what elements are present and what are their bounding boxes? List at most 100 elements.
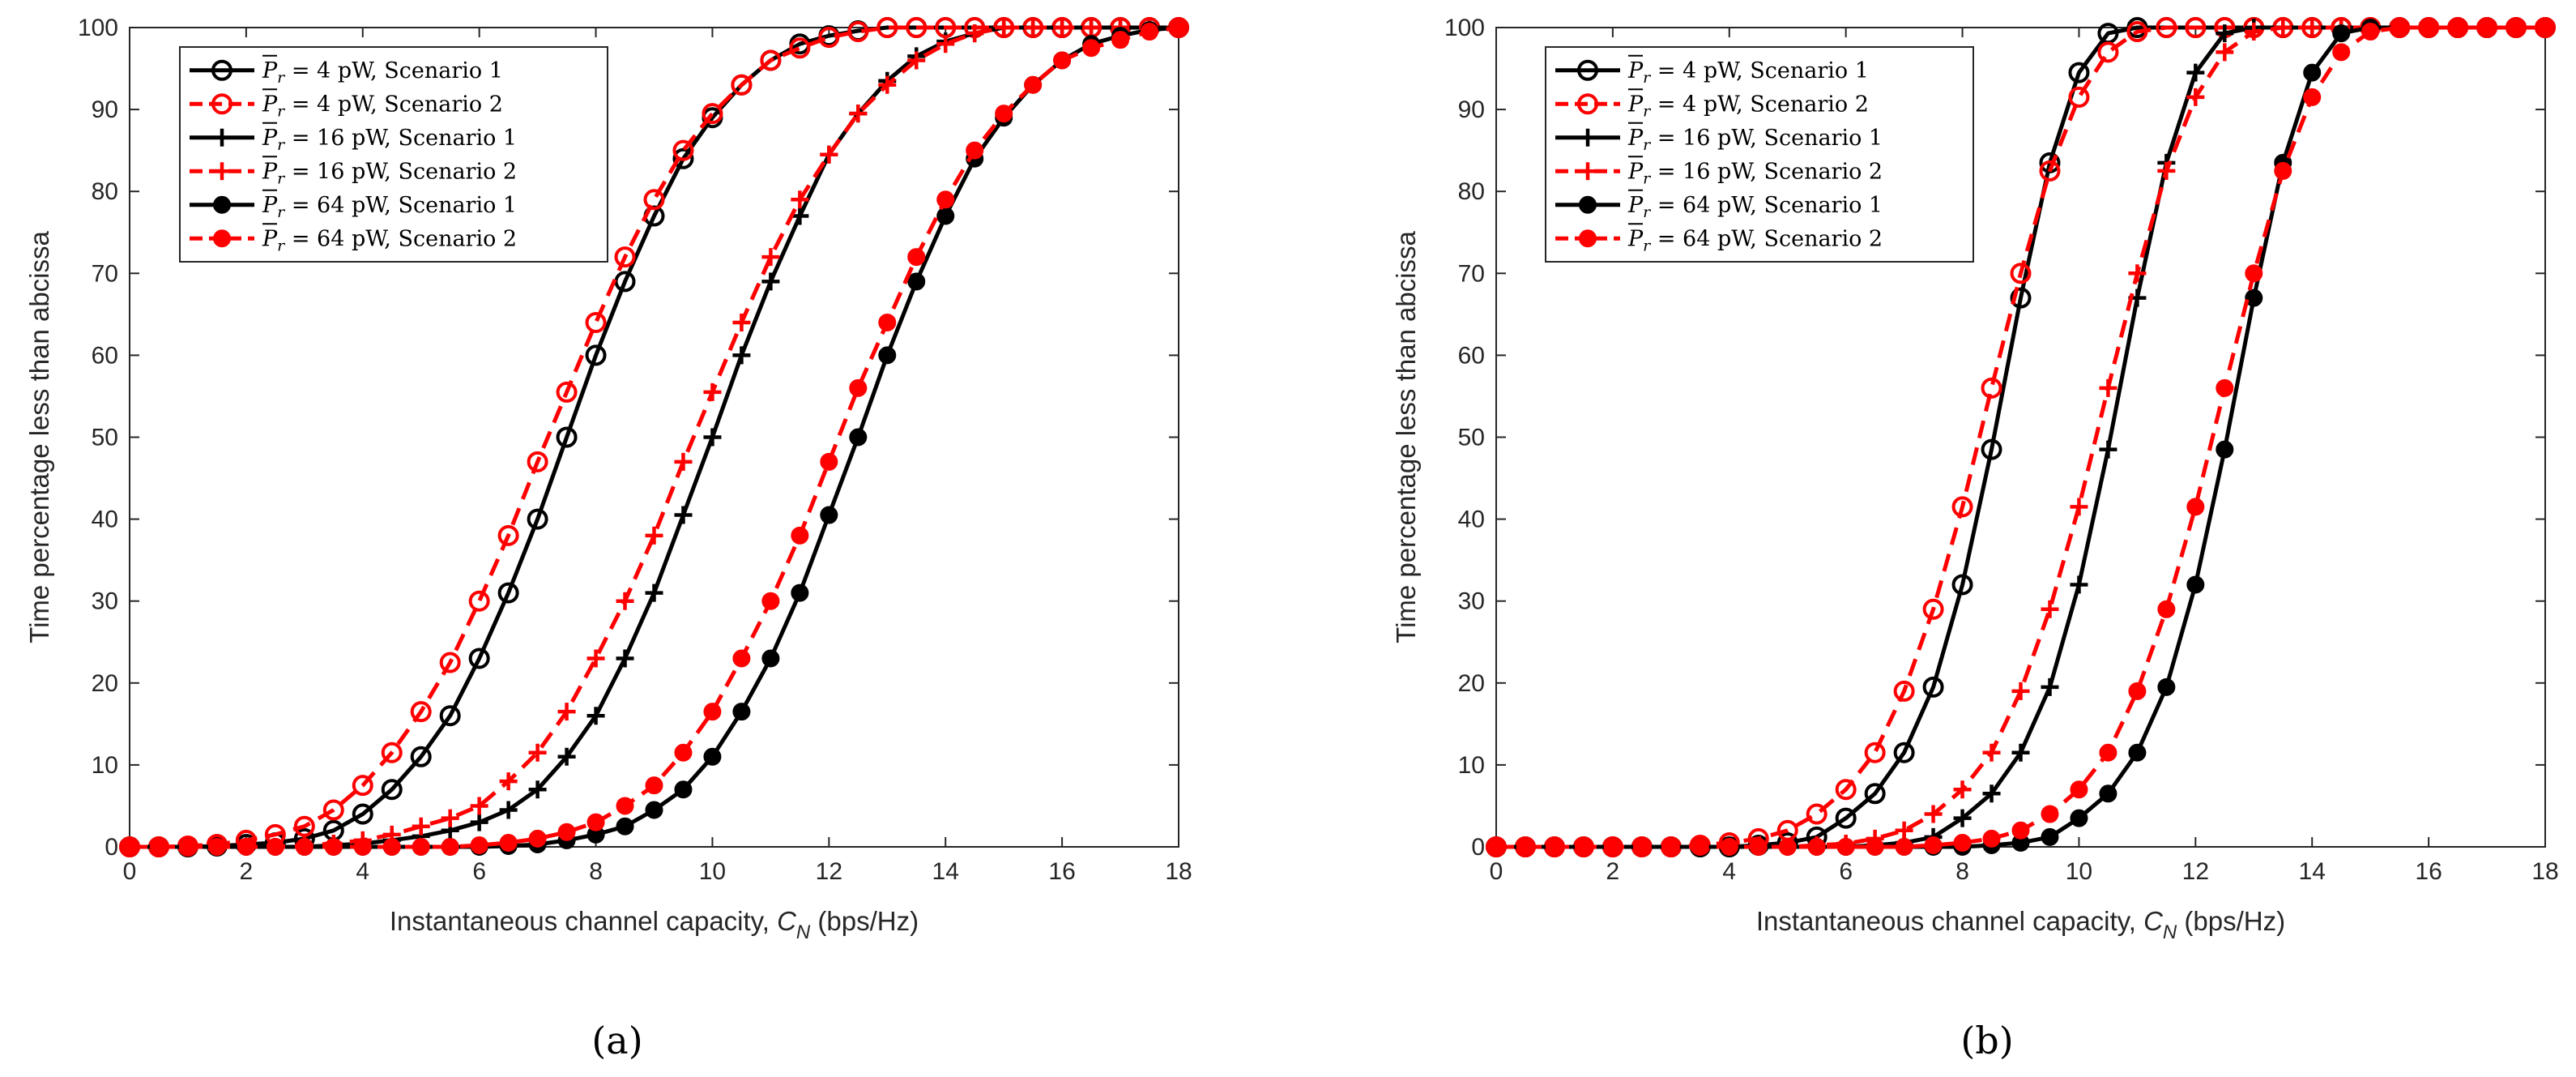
legend-entry: Pr = 64 pW, Scenario 2 — [1555, 223, 1883, 254]
data-point — [322, 799, 344, 821]
data-point — [1922, 598, 1944, 620]
data-point — [528, 780, 547, 799]
x-tick-label: 16 — [1048, 858, 1075, 885]
legend-marker — [1579, 162, 1597, 181]
data-point — [1516, 838, 1534, 856]
data-point — [293, 815, 315, 837]
data-point — [439, 705, 461, 727]
data-point — [731, 74, 753, 96]
legend-entry: Pr = 16 pW, Scenario 1 — [1555, 122, 1883, 154]
legend-label: Pr = 16 pW, Scenario 1 — [262, 126, 517, 154]
data-point — [1951, 496, 1973, 518]
x-tick-label: 16 — [2415, 858, 2442, 885]
data-point — [2507, 19, 2526, 36]
legend-label-sub: r — [1643, 136, 1652, 154]
y-tick-label: 90 — [92, 96, 118, 123]
chart-panel-b: 0 2 4 6 8 10 12 14 16 18 0 10 20 30 40 50 60 70 80 90 100 Ins… — [1391, 15, 2559, 943]
data-point — [382, 838, 401, 856]
data-point — [645, 801, 663, 819]
data-point — [2186, 575, 2205, 594]
data-point — [2070, 780, 2088, 799]
data-point — [2420, 19, 2438, 36]
data-point — [791, 190, 809, 209]
data-point — [2216, 378, 2234, 397]
legend-label-var: P — [1627, 92, 1644, 117]
data-point — [412, 838, 430, 856]
y-axis-label: Time percentage less than abcissa — [24, 231, 54, 643]
data-point — [1864, 742, 1886, 763]
chart-panel-a: 0 2 4 6 8 10 12 14 16 18 0 10 20 30 40 50 60 70 80 90 100 Ins… — [24, 15, 1192, 943]
data-point — [527, 508, 548, 530]
legend-box — [179, 46, 608, 263]
legend-label: Pr = 16 pW, Scenario 2 — [262, 159, 517, 187]
y-tick-label: 30 — [1458, 588, 1485, 615]
legend-label: Pr = 16 pW, Scenario 1 — [1627, 126, 1883, 154]
data-point — [761, 592, 780, 610]
y-tick-label: 40 — [1458, 506, 1485, 533]
y-tick-label: 100 — [1444, 15, 1485, 41]
data-point — [1141, 23, 1159, 41]
data-point — [2011, 821, 2030, 840]
data-point — [2245, 288, 2263, 307]
data-point — [2128, 264, 2147, 283]
data-point — [2041, 600, 2059, 618]
data-point — [1806, 803, 1828, 825]
data-point — [2041, 677, 2059, 696]
data-point — [497, 582, 519, 604]
legend-label: Pr = 4 pW, Scenario 1 — [1627, 58, 1869, 87]
data-point — [878, 346, 897, 365]
legend-entry: Pr = 64 pW, Scenario 1 — [190, 189, 517, 221]
data-point — [2156, 17, 2177, 38]
data-point — [936, 190, 955, 209]
data-point — [703, 703, 722, 721]
data-point — [907, 272, 926, 291]
data-point — [586, 813, 605, 831]
legend-label-sub: r — [277, 203, 286, 221]
data-point — [1720, 838, 1738, 856]
legend-label-var: P — [262, 92, 278, 117]
x-tick-label: 10 — [699, 858, 726, 885]
data-point — [2361, 23, 2380, 41]
legend-label-text: = 4 pW, Scenario 2 — [1650, 92, 1869, 117]
data-point — [1632, 838, 1651, 856]
legend-marker — [1579, 195, 1597, 214]
legend-label-var: P — [1627, 193, 1644, 218]
y-tick-label: 50 — [1458, 425, 1485, 451]
legend-label-text: = 64 pW, Scenario 1 — [1650, 193, 1883, 218]
data-point — [1749, 838, 1768, 856]
data-point — [1836, 838, 1855, 856]
legend-entry: Pr = 4 pW, Scenario 2 — [190, 88, 503, 120]
data-point — [470, 836, 488, 854]
legend-marker — [1579, 128, 1597, 147]
data-point — [820, 506, 838, 524]
x-tick-label: 18 — [1165, 858, 1192, 885]
data-point — [353, 838, 372, 856]
data-point — [820, 145, 838, 164]
data-point — [2185, 17, 2207, 38]
legend-label-text: = 16 pW, Scenario 1 — [1650, 126, 1883, 151]
legend-label-sub: r — [1643, 102, 1652, 120]
data-point — [586, 707, 605, 725]
data-point — [556, 426, 578, 448]
y-tick-label: 20 — [92, 670, 118, 697]
y-tick-label: 90 — [1458, 96, 1485, 123]
data-point — [878, 313, 897, 331]
data-point — [847, 21, 869, 43]
x-tick-label: 12 — [816, 858, 842, 885]
data-point — [876, 17, 898, 38]
data-point — [1111, 31, 1130, 49]
data-point — [1981, 377, 2002, 399]
data-point — [2216, 24, 2234, 43]
data-point — [412, 817, 430, 836]
data-point — [820, 452, 838, 471]
data-point — [499, 772, 518, 791]
data-point — [936, 35, 955, 53]
data-point — [966, 141, 984, 160]
data-point — [2070, 575, 2088, 594]
data-point — [1895, 838, 1913, 856]
data-point — [2303, 88, 2322, 106]
legend-marker — [211, 59, 232, 81]
data-point — [732, 313, 751, 331]
data-point — [295, 838, 313, 856]
